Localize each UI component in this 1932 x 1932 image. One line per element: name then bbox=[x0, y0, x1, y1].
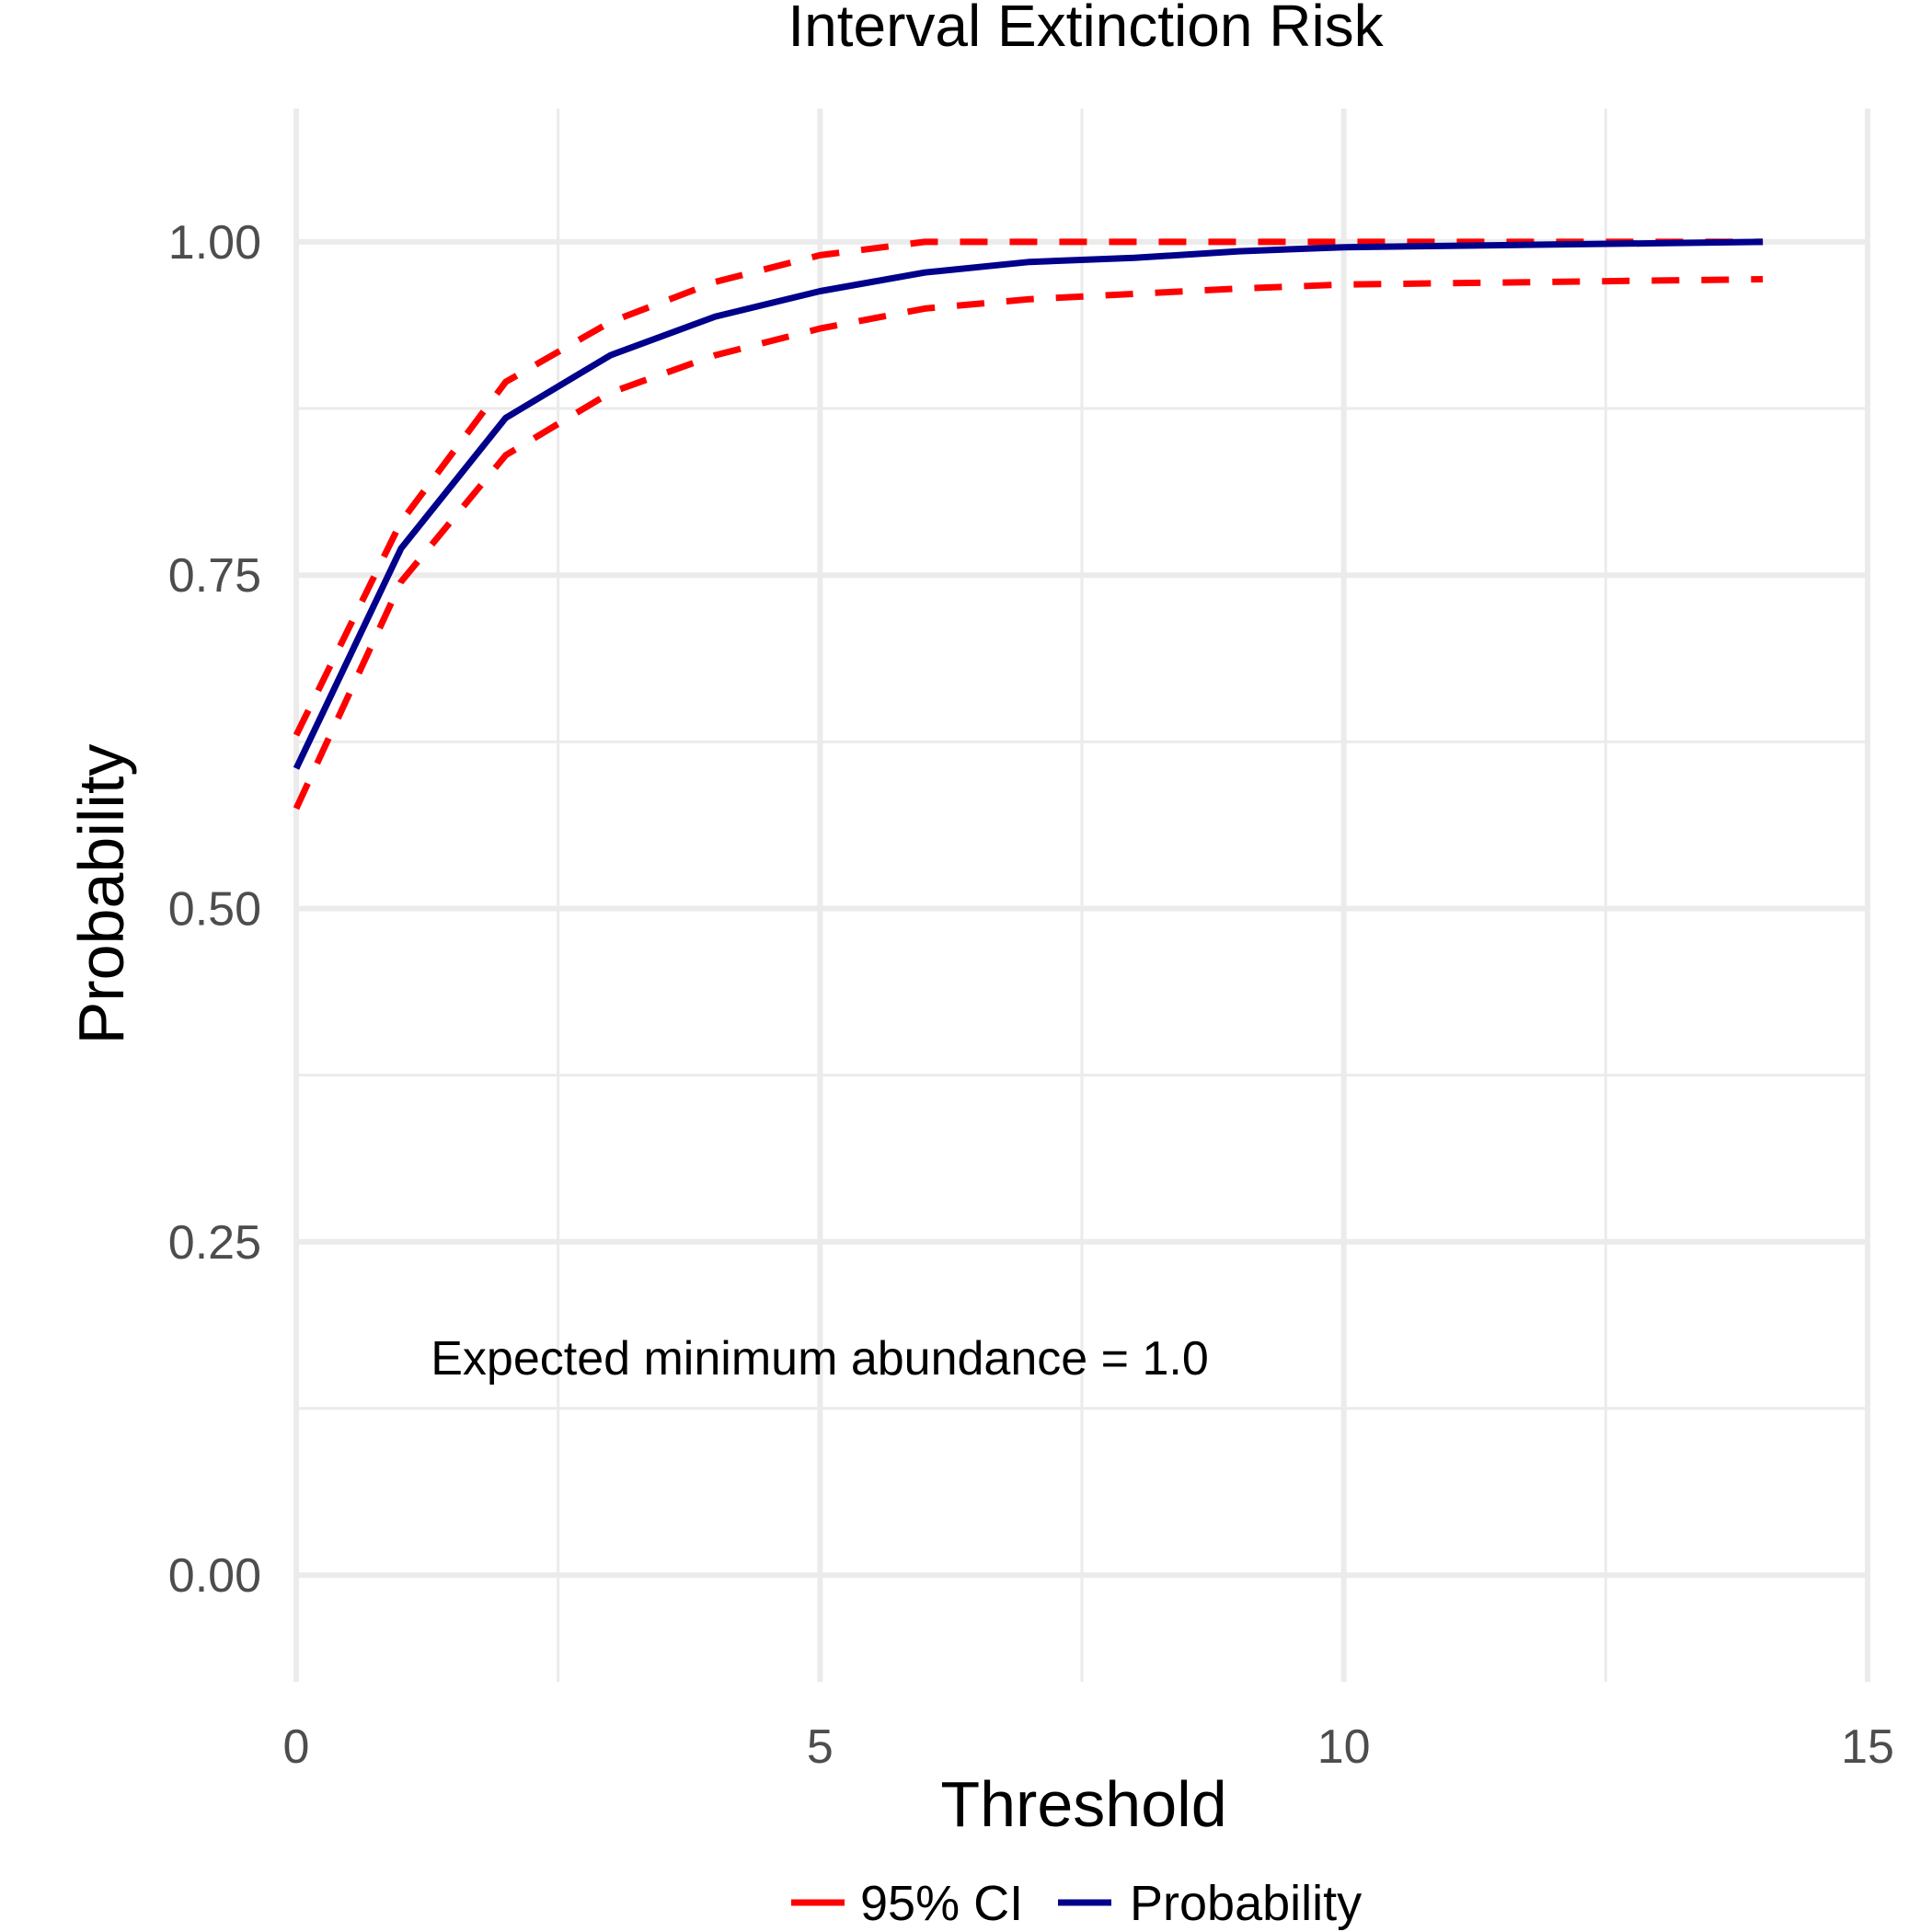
x-axis-title: Threshold bbox=[940, 1768, 1226, 1840]
y-tick-label: 0.75 bbox=[168, 549, 261, 603]
chart-title: Interval Extinction Risk bbox=[788, 0, 1384, 59]
x-tick-label: 5 bbox=[807, 1720, 834, 1774]
x-tick-label: 0 bbox=[283, 1720, 310, 1774]
annotation-text: Expected minimum abundance = 1.0 bbox=[431, 1332, 1209, 1386]
grid-layer bbox=[293, 109, 1870, 1682]
legend: 95% CI Probability bbox=[791, 1876, 1362, 1931]
legend-label-95-ci: 95% CI bbox=[860, 1876, 1023, 1931]
y-tick-label: 0.25 bbox=[168, 1216, 261, 1270]
y-tick-label: 0.50 bbox=[168, 882, 261, 936]
legend-label-probability: Probability bbox=[1130, 1876, 1362, 1931]
y-tick-label: 1.00 bbox=[168, 216, 261, 270]
y-axis-title: Probability bbox=[65, 744, 137, 1045]
series-line-95-ci-lower bbox=[293, 276, 1764, 811]
series-line-probability-estimate bbox=[293, 238, 1764, 770]
y-tick-label: 0.00 bbox=[168, 1549, 261, 1603]
x-tick-label: 15 bbox=[1841, 1720, 1894, 1774]
tick-labels: 0.00 0.25 0.50 0.75 1.00 0 5 10 15 bbox=[168, 216, 1894, 1774]
series-layer bbox=[293, 238, 1764, 811]
x-tick-label: 10 bbox=[1317, 1720, 1371, 1774]
